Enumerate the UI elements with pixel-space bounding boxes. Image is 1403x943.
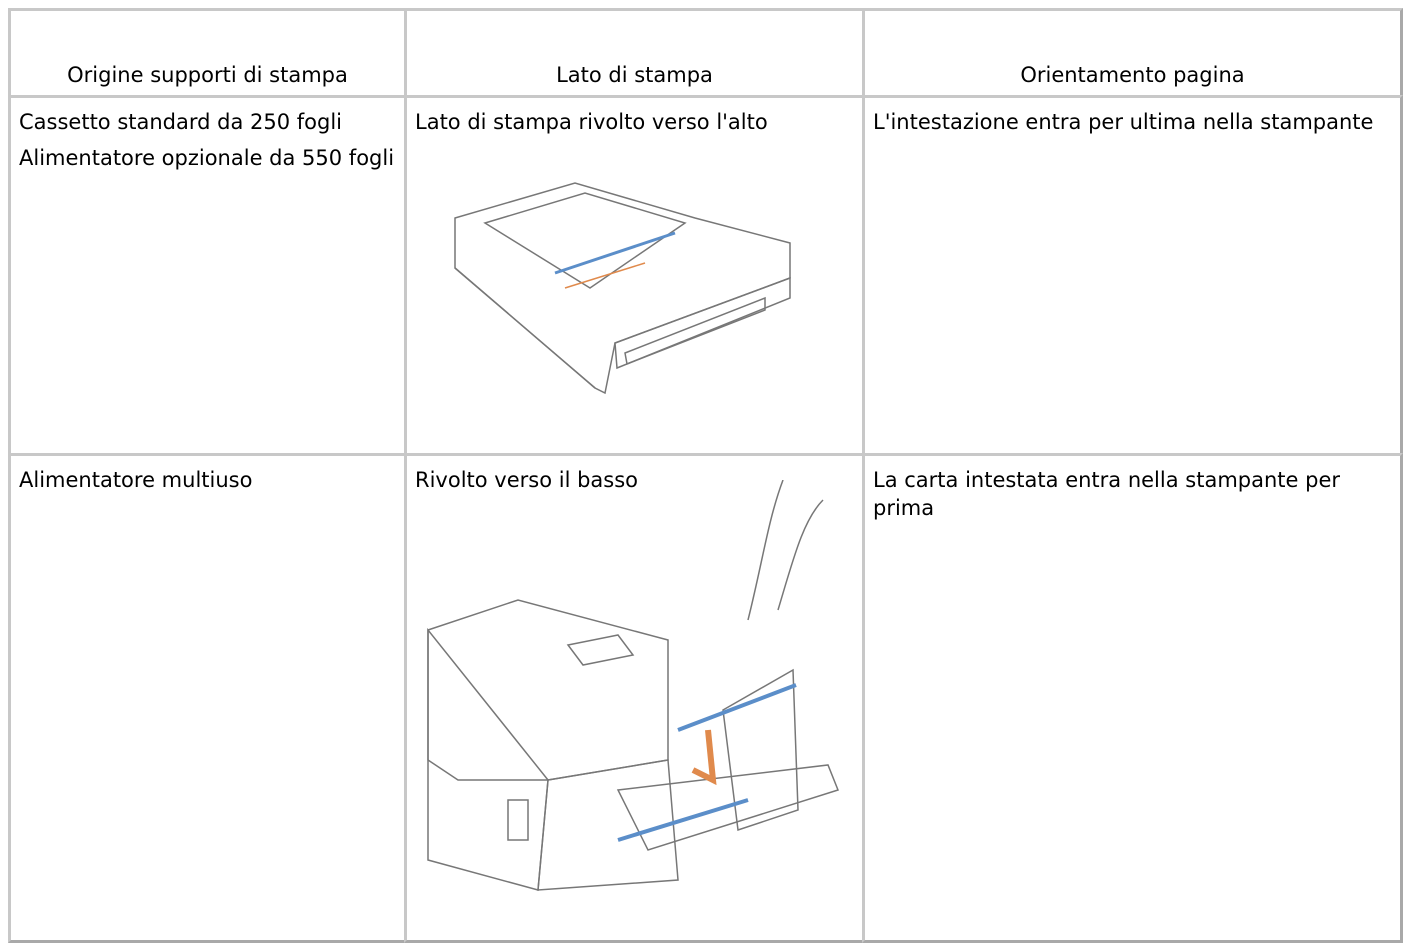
cell: L'intestazione entra per ultima nella st… <box>862 95 1403 456</box>
cell-text: Alimentatore opzionale da 550 fogli <box>19 146 395 170</box>
cell-text: Alimentatore multiuso <box>19 468 253 492</box>
cell: Alimentatore multiuso <box>8 453 407 943</box>
header-text: Origine supporti di stampa <box>67 63 348 87</box>
cell-text: L'intestazione entra per ultima nella st… <box>873 110 1374 134</box>
cell-text: La carta intestata entra nella stampante… <box>873 468 1340 520</box>
printer-illustration <box>427 480 839 891</box>
cell-text: Rivolto verso il basso <box>415 468 639 492</box>
cell: Cassetto standard da 250 fogli Alimentat… <box>8 95 407 456</box>
header-cell: Lato di stampa <box>404 8 865 98</box>
cell: La carta intestata entra nella stampante… <box>862 453 1403 943</box>
header-cell: Orientamento pagina <box>862 8 1403 98</box>
header-text: Orientamento pagina <box>1020 63 1245 87</box>
header-cell: Origine supporti di stampa <box>8 8 407 98</box>
tray-illustration <box>454 182 791 395</box>
cell-text: Cassetto standard da 250 fogli <box>19 110 343 134</box>
header-text: Lato di stampa <box>556 63 713 87</box>
cell-text: Lato di stampa rivolto verso l'alto <box>415 110 768 134</box>
